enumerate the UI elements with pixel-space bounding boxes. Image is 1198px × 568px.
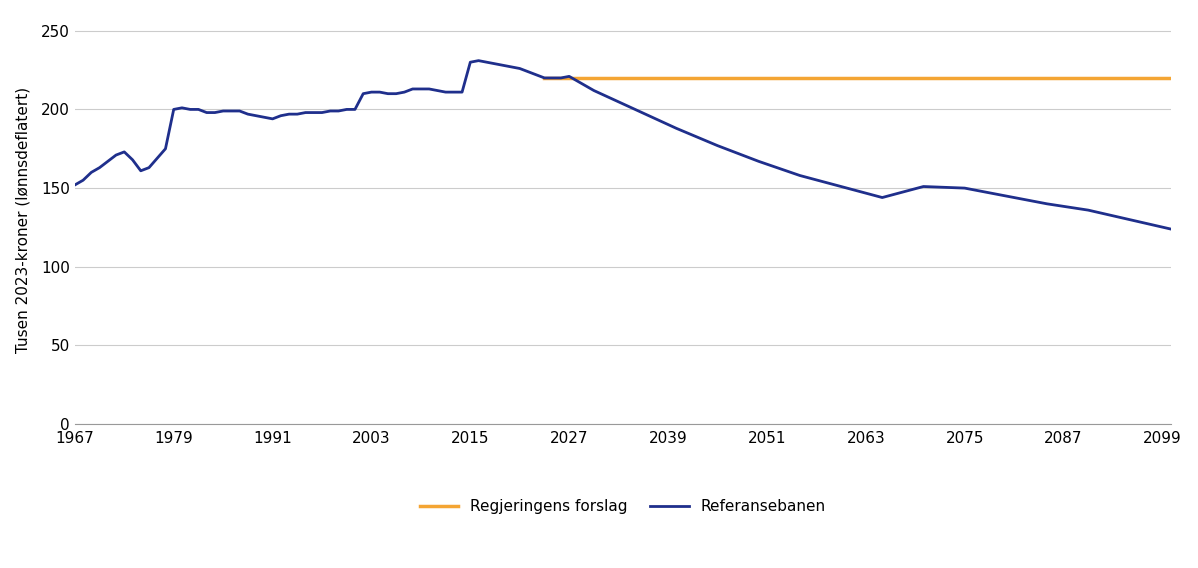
Regjeringens forslag [1163,74,1178,81]
Referansebanen [471,57,485,64]
Referansebanen [192,106,206,113]
Legend: Regjeringens forslag, Referansebanen: Regjeringens forslag, Referansebanen [413,493,833,520]
Referansebanen [67,182,81,189]
Line: Referansebanen: Referansebanen [74,61,1170,229]
Referansebanen [1163,225,1178,232]
Regjeringens forslag [537,74,551,81]
Referansebanen [413,86,428,93]
Y-axis label: Tusen 2023-kroner (lønnsdeflatert): Tusen 2023-kroner (lønnsdeflatert) [16,86,30,353]
Referansebanen [282,111,296,118]
Referansebanen [339,106,353,113]
Referansebanen [273,112,288,119]
Referansebanen [323,107,338,114]
